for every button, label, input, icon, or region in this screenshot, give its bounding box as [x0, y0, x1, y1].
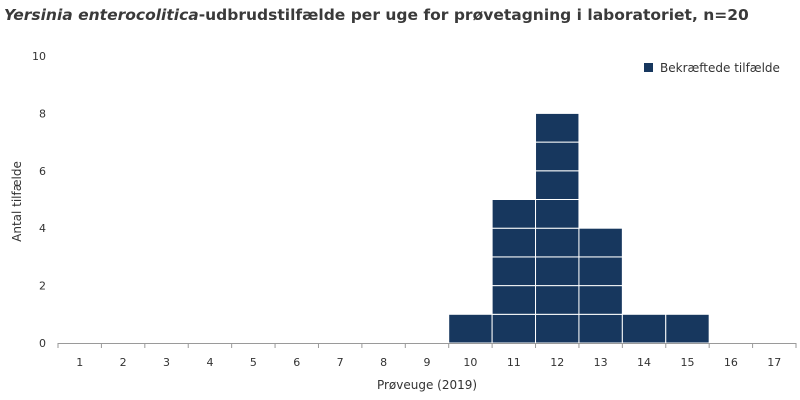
bar-unit-box: [578, 227, 623, 258]
legend-label: Bekræftede tilfælde: [660, 61, 780, 75]
chart-title: Yersinia enterocolitica-udbrudstilfælde …: [4, 6, 749, 24]
x-tick-label: 16: [724, 356, 738, 369]
bar-unit-box: [578, 313, 623, 344]
x-tick-label: 2: [120, 356, 127, 369]
bar-unit-box: [535, 199, 580, 229]
y-tick-label: 4: [39, 222, 46, 235]
bar-unit-box: [535, 141, 580, 172]
bar-unit-box: [665, 313, 710, 344]
legend-swatch: [644, 63, 653, 72]
bar-unit-box: [491, 256, 537, 287]
bar-unit-box: [491, 313, 537, 344]
bar-unit-box: [448, 313, 493, 344]
x-tick-label: 1: [76, 356, 83, 369]
x-tick-label: 3: [163, 356, 170, 369]
chart-title-italic: Yersinia enterocolitica: [4, 6, 199, 24]
x-tick-label: 10: [463, 356, 477, 369]
x-tick-label: 12: [550, 356, 564, 369]
y-tick-label: 8: [39, 107, 46, 120]
bar-unit-box: [621, 313, 667, 344]
y-tick-label: 10: [32, 50, 46, 63]
bar-unit-box: [491, 227, 537, 258]
x-tick-label: 15: [680, 356, 694, 369]
bar-unit-box: [535, 112, 580, 143]
bar-unit-box: [535, 170, 580, 201]
x-tick-label: 8: [380, 356, 387, 369]
y-tick-label: 2: [39, 280, 46, 293]
y-tick-label: 0: [39, 337, 46, 350]
bar-unit-box: [535, 313, 580, 344]
x-tick-label: 9: [424, 356, 431, 369]
bar-unit-box: [535, 285, 580, 315]
x-tick-label: 13: [594, 356, 608, 369]
bar-unit-box: [491, 199, 537, 229]
x-axis-label: Prøveuge (2019): [377, 378, 477, 392]
x-tick-label: 4: [206, 356, 213, 369]
x-tick-label: 6: [293, 356, 300, 369]
x-tick-label: 14: [637, 356, 651, 369]
x-tick-label: 7: [337, 356, 344, 369]
y-tick-label: 6: [39, 165, 46, 178]
bar-unit-box: [535, 256, 580, 287]
x-tick-label: 17: [767, 356, 781, 369]
bar-unit-box: [535, 227, 580, 258]
bar-unit-box: [578, 256, 623, 287]
x-tick-label: 5: [250, 356, 257, 369]
chart-title-rest: -udbrudstilfælde per uge for prøvetagnin…: [198, 6, 749, 24]
y-axis-label: Antal tilfælde: [10, 161, 24, 242]
bar-unit-box: [491, 285, 537, 315]
x-tick-label: 11: [507, 356, 521, 369]
bar-unit-box: [578, 285, 623, 315]
